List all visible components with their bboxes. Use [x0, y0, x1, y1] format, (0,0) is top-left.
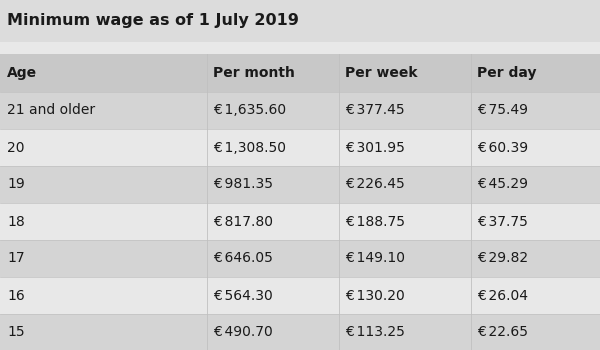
Text: 20: 20: [7, 140, 25, 154]
Bar: [0, 277, 600, 314]
Text: € 981.35: € 981.35: [213, 177, 273, 191]
Bar: [0, 240, 600, 277]
Text: 21 and older: 21 and older: [7, 104, 95, 118]
Bar: [0, 203, 600, 240]
Bar: [0, 0, 600, 42]
Text: 15: 15: [7, 326, 25, 340]
Text: € 45.29: € 45.29: [477, 177, 528, 191]
Bar: [0, 314, 600, 350]
Text: € 60.39: € 60.39: [477, 140, 528, 154]
Text: € 75.49: € 75.49: [477, 104, 528, 118]
Text: € 22.65: € 22.65: [477, 326, 528, 340]
Bar: [0, 42, 600, 54]
Text: Per month: Per month: [213, 66, 295, 80]
Text: € 817.80: € 817.80: [213, 215, 273, 229]
Text: € 646.05: € 646.05: [213, 252, 273, 266]
Text: Per week: Per week: [345, 66, 418, 80]
Text: € 564.30: € 564.30: [213, 288, 273, 302]
Text: Age: Age: [7, 66, 37, 80]
Text: € 301.95: € 301.95: [345, 140, 405, 154]
Bar: [0, 166, 600, 203]
Text: 17: 17: [7, 252, 25, 266]
Text: € 188.75: € 188.75: [345, 215, 405, 229]
Text: € 226.45: € 226.45: [345, 177, 405, 191]
Text: 18: 18: [7, 215, 25, 229]
Text: 19: 19: [7, 177, 25, 191]
Text: € 29.82: € 29.82: [477, 252, 528, 266]
Text: € 1,635.60: € 1,635.60: [213, 104, 286, 118]
Text: 16: 16: [7, 288, 25, 302]
Text: € 490.70: € 490.70: [213, 326, 273, 340]
Text: € 37.75: € 37.75: [477, 215, 528, 229]
Text: € 113.25: € 113.25: [345, 326, 405, 340]
Text: Per day: Per day: [477, 66, 536, 80]
Text: Minimum wage as of 1 July 2019: Minimum wage as of 1 July 2019: [7, 14, 299, 28]
Text: € 1,308.50: € 1,308.50: [213, 140, 286, 154]
Text: € 149.10: € 149.10: [345, 252, 405, 266]
Bar: [0, 129, 600, 166]
Bar: [0, 92, 600, 129]
Text: € 130.20: € 130.20: [345, 288, 405, 302]
Bar: [0, 54, 600, 92]
Text: € 26.04: € 26.04: [477, 288, 528, 302]
Text: € 377.45: € 377.45: [345, 104, 404, 118]
